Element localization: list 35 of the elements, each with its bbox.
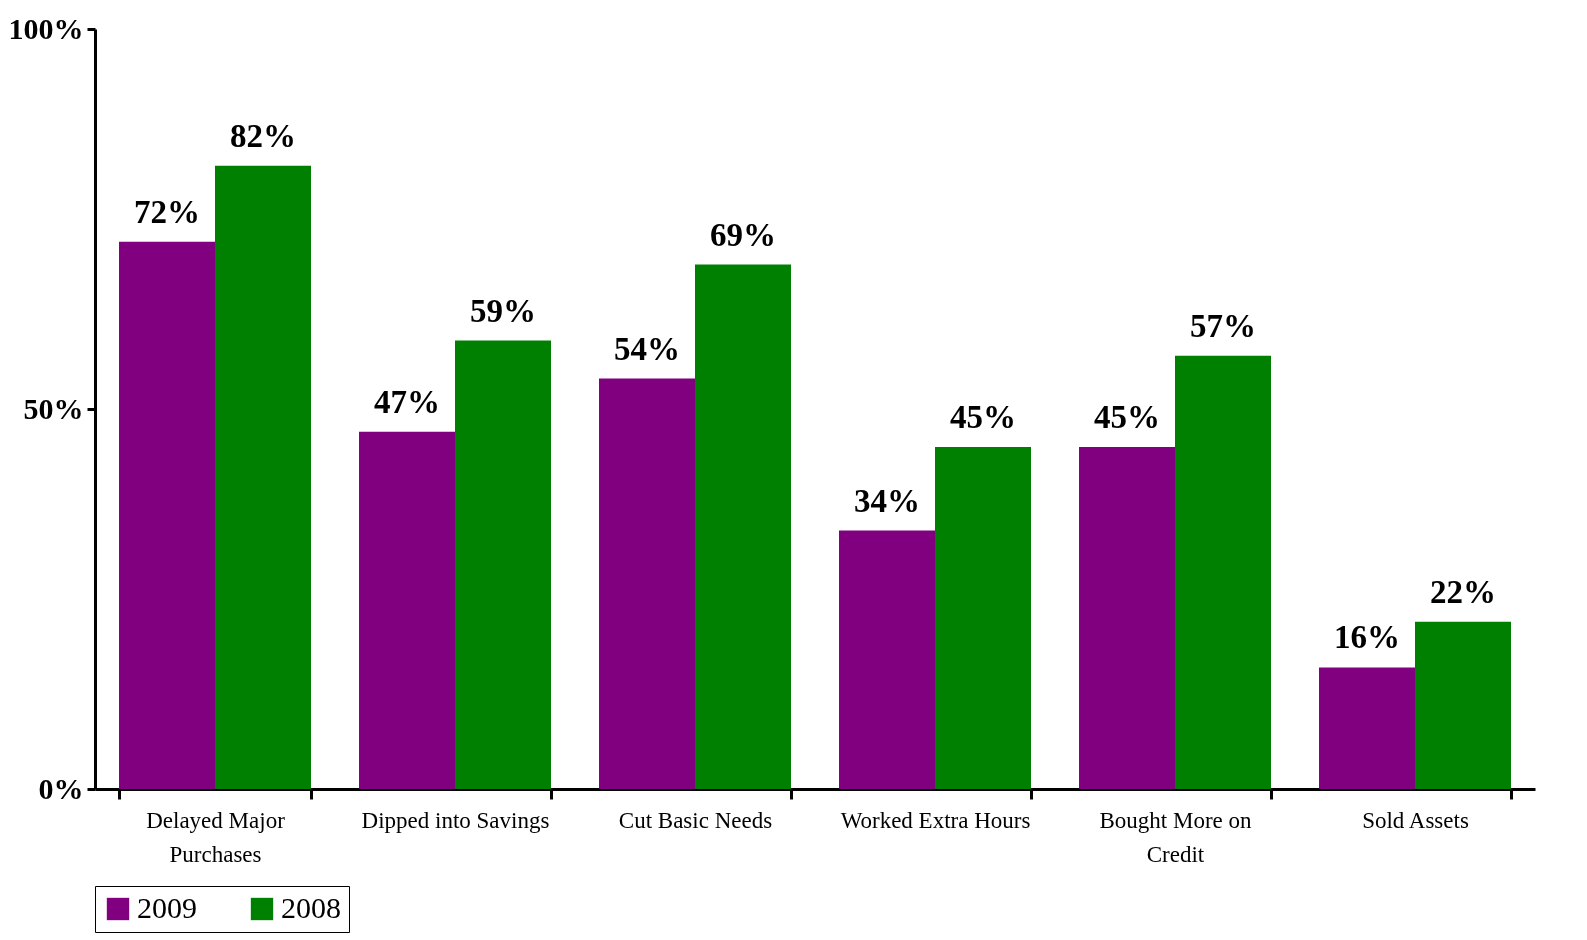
data-label: 57% <box>1190 307 1256 344</box>
data-label: 22% <box>1430 573 1496 610</box>
bar <box>455 340 551 789</box>
data-label: 59% <box>470 292 536 329</box>
data-label: 82% <box>230 117 296 154</box>
bar <box>839 530 935 789</box>
data-label: 16% <box>1334 619 1400 656</box>
bar <box>935 447 1031 789</box>
bar <box>359 431 455 789</box>
x-tick-label: Dipped into Savings <box>361 807 550 833</box>
y-tick-label: 50% <box>23 391 84 425</box>
bar <box>1175 355 1271 789</box>
bar <box>599 378 695 789</box>
x-tick-label: Bought More on Credit <box>1099 807 1253 867</box>
data-label: 47% <box>374 383 440 420</box>
data-label: 54% <box>614 330 680 367</box>
bar <box>1079 447 1175 789</box>
y-tick-label: 100% <box>8 11 84 45</box>
data-label: 69% <box>710 216 776 253</box>
data-label: 72% <box>134 193 200 230</box>
bar <box>1319 667 1415 789</box>
bar <box>1415 621 1511 789</box>
x-tick-label: Sold Assets <box>1362 807 1469 833</box>
data-label: 45% <box>950 399 1016 435</box>
data-label: 34% <box>854 482 920 519</box>
legend-label: 2008 <box>281 891 341 924</box>
bar <box>215 165 311 789</box>
x-tick-label: Cut Basic Needs <box>618 807 773 833</box>
y-tick-label: 0% <box>38 771 84 805</box>
data-label: 45% <box>1094 399 1160 435</box>
bar <box>119 241 215 789</box>
legend-label: 2009 <box>137 891 197 924</box>
x-tick-label: Worked Extra Hours <box>840 807 1031 833</box>
x-tick-label: Delayed Major Purchases <box>146 807 286 867</box>
bar <box>695 264 791 789</box>
